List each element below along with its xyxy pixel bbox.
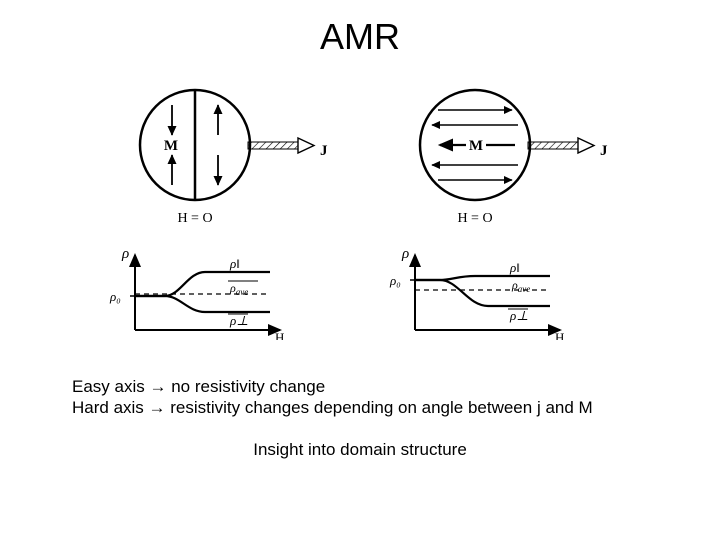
right-graph: ρ H ρ₀ ρ‖ ρave ρ⊥ [389,246,564,340]
ylabel-rho-right: ρ [401,246,409,262]
text-easy-axis: Easy axis → no resistivity change [72,376,325,397]
label-J-right: J [600,143,608,159]
svg-text:ρave: ρave [511,278,530,294]
diagram-svg: M J H = O M J H = O ρ H ρ₀ [80,80,640,340]
left-graph: ρ H ρ₀ ρ‖ ρave ρ⊥ [109,246,284,340]
label-M-right: M [469,138,483,154]
text-insight: Insight into domain structure [0,440,720,460]
label-M-left: M [164,138,178,154]
label-rho0-right: ρ₀ [389,273,401,288]
label-rho-perp-right: ρ⊥ [509,308,528,323]
label-rho-par-left: ρ‖ [229,256,240,271]
label-H0-left: H = O [177,211,212,226]
xlabel-H-left: H [275,330,284,340]
diagram-area: M J H = O M J H = O ρ H ρ₀ [80,80,640,340]
text-hard-axis: Hard axis → resistivity changes dependin… [72,397,593,418]
left-domain-circle: M J H = O [140,90,328,226]
label-H0-right: H = O [457,211,492,226]
page-title: AMR [0,16,720,58]
xlabel-H-right: H [555,330,564,340]
label-J-left: J [320,143,328,159]
svg-text:ρave: ρave [229,281,248,297]
right-domain-circle: M J H = O [420,90,608,226]
ylabel-rho-left: ρ [121,246,129,262]
label-rho-perp-left: ρ⊥ [229,313,248,328]
label-rho0-left: ρ₀ [109,289,121,304]
label-rho-par-right: ρ‖ [509,260,520,275]
